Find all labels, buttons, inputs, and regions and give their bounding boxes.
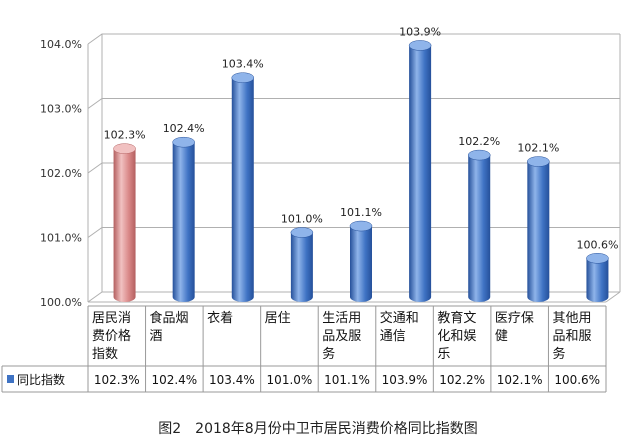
y-tick-label: 102.0% (40, 167, 82, 180)
x-category-label: 生活用 (322, 311, 361, 326)
bar-value-label: 102.3% (104, 129, 146, 142)
bar-body (290, 232, 313, 302)
table-value: 102.1% (497, 373, 543, 387)
bar-body (586, 258, 609, 302)
table-value: 103.4% (209, 373, 255, 387)
bar (172, 136, 195, 302)
y-tick-label: 103.0% (40, 103, 82, 116)
bar (290, 227, 314, 302)
x-category-label: 衣着 (207, 310, 233, 326)
legend-marker (7, 375, 14, 383)
gridline (87, 98, 620, 109)
gridline (87, 33, 620, 45)
chart-caption: 图2 2018年8月份中卫市居民消费价格同比指数图 (158, 421, 478, 437)
bar (113, 143, 136, 302)
bar (231, 72, 255, 302)
table-value: 103.9% (382, 373, 428, 387)
x-category-label: 务 (322, 346, 335, 362)
table-value: 101.1% (324, 373, 370, 387)
bar (349, 220, 373, 302)
x-category-label: 其他用 (552, 311, 591, 326)
bar-body (113, 148, 136, 302)
x-category-label: 医疗保 (495, 311, 534, 326)
grid-layer (87, 33, 621, 303)
y-tick-label: 100.0% (40, 296, 82, 309)
bar-value-label: 103.9% (399, 25, 441, 38)
x-category-label: 食品烟 (150, 310, 189, 326)
x-category-label: 教育文 (437, 310, 476, 326)
bar-value-label: 102.4% (163, 122, 205, 135)
chart: 100.0%101.0%102.0%103.0%104.0% 102.3% 102… (1, 25, 621, 393)
bar-cap (290, 227, 314, 238)
x-category-label: 化和娱 (437, 329, 476, 344)
y-axis-ticks: 100.0% 101.0% 102.0% 103.0% 104.0% (40, 38, 82, 309)
bar-labels: 102.3% 102.4% 103.4% 101.0% 101.1% 103.9% 102.… (104, 25, 619, 251)
bar-cap (408, 40, 432, 51)
bar-body (172, 142, 195, 302)
bar-body (409, 45, 432, 302)
bar-body (468, 155, 491, 302)
x-category-label: 交通和 (380, 310, 419, 326)
table-value: 102.3% (94, 373, 140, 387)
y-tick-label: 104.0% (40, 38, 82, 51)
legend-series-name: 同比指数 (17, 372, 65, 387)
table-value: 102.4% (151, 373, 197, 387)
bar-body (231, 77, 254, 302)
x-category-label: 健 (495, 329, 508, 344)
bar-cap (349, 220, 373, 232)
x-category-label: 通信 (380, 329, 406, 344)
bar (408, 40, 432, 302)
bar-cap (586, 253, 609, 264)
bar (527, 156, 550, 302)
bar (586, 253, 609, 302)
bar-cap (113, 143, 136, 154)
bars-layer (113, 40, 609, 302)
bar-value-label: 101.0% (281, 213, 323, 226)
x-category-label: 乐 (437, 347, 450, 362)
x-category-label: 品和服 (552, 329, 591, 344)
bar-body (350, 226, 372, 302)
table-value: 100.6% (554, 373, 600, 387)
bar-body (527, 161, 550, 302)
bar-value-label: 102.2% (458, 135, 500, 148)
table-value: 102.2% (439, 373, 485, 387)
y-tick-label: 101.0% (40, 232, 82, 245)
x-category-label: 指数 (92, 347, 118, 362)
bar-value-label: 101.1% (340, 206, 382, 219)
floor-edge (605, 291, 621, 303)
x-category-label: 务 (552, 346, 565, 362)
x-category-label: 费价格 (92, 328, 131, 344)
x-category-label: 酒 (150, 329, 163, 344)
bar-cap (527, 156, 550, 167)
bar-cap (467, 149, 491, 161)
bar-cap (231, 72, 255, 83)
x-category-label: 居民消 (92, 311, 131, 326)
x-category-label: 居住 (265, 311, 291, 326)
bar-cap (172, 136, 195, 148)
bar-value-label: 102.1% (517, 142, 559, 155)
x-category-label: 品及服 (322, 329, 361, 344)
bar-value-label: 100.6% (576, 238, 618, 251)
table-value: 101.0% (267, 373, 313, 387)
bar-value-label: 103.4% (222, 58, 264, 71)
bar (467, 149, 491, 302)
